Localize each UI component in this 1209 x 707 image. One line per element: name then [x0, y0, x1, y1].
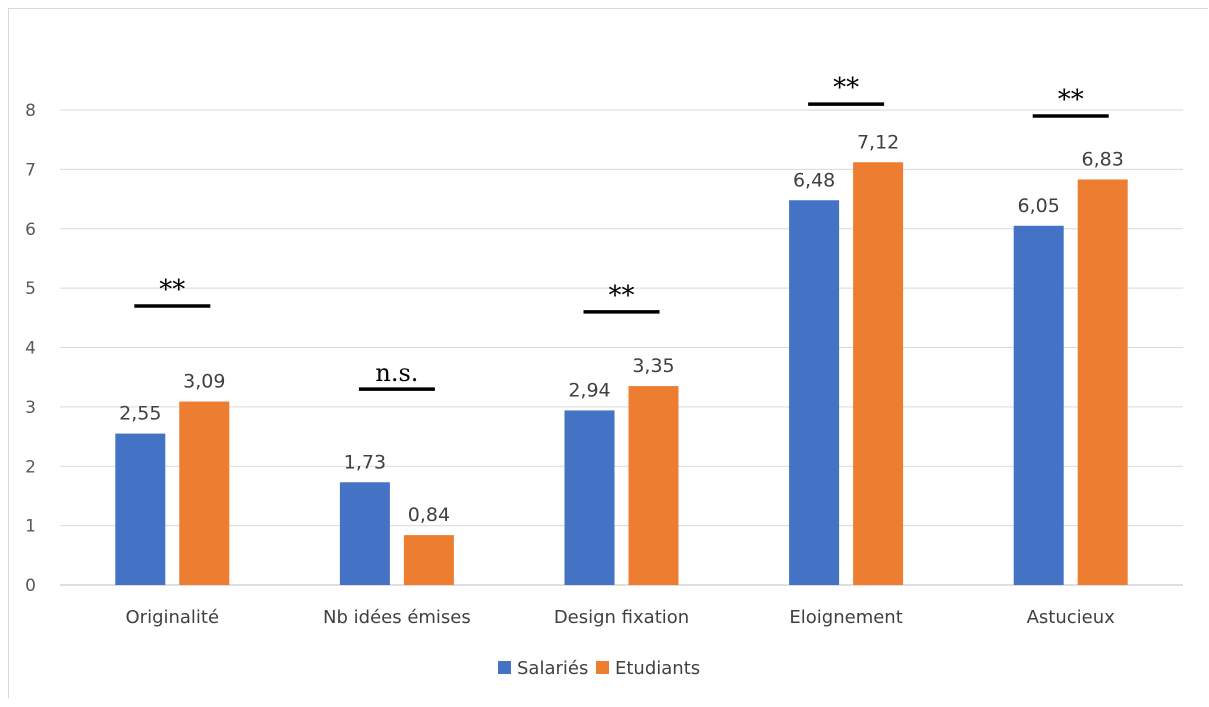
y-tick-label: 8 — [25, 101, 36, 121]
y-tick-label: 3 — [25, 398, 36, 418]
legend-swatch — [596, 661, 609, 674]
data-label: 3,35 — [632, 355, 674, 377]
y-tick-label: 5 — [25, 279, 36, 299]
data-label: 2,55 — [119, 403, 161, 425]
bar — [564, 410, 615, 585]
significance-label: ** — [1058, 85, 1084, 115]
data-label: 1,73 — [344, 451, 386, 473]
y-tick-label: 1 — [25, 517, 36, 537]
x-tick-label: Eloignement — [789, 607, 902, 628]
y-tick-label: 7 — [25, 160, 36, 180]
data-label: 0,84 — [408, 504, 450, 526]
y-tick-label: 2 — [25, 457, 36, 477]
bar — [789, 200, 840, 585]
bar — [628, 386, 679, 585]
significance-label: ** — [833, 73, 859, 103]
data-label: 2,94 — [568, 379, 610, 401]
y-tick-label: 4 — [25, 339, 36, 359]
data-label: 7,12 — [857, 131, 899, 153]
data-label: 6,83 — [1082, 148, 1124, 170]
data-label: 3,09 — [183, 371, 225, 393]
legend-label: Salariés — [517, 658, 588, 679]
bar — [115, 433, 166, 585]
x-tick-label: Nb idées émises — [323, 607, 471, 628]
bar — [403, 535, 454, 585]
significance-label: ** — [159, 275, 185, 305]
bar — [179, 401, 230, 585]
legend-swatch — [498, 661, 511, 674]
y-tick-label: 0 — [25, 576, 36, 596]
legend-label: Etudiants — [615, 658, 700, 679]
bar — [1013, 225, 1064, 585]
bar — [339, 482, 390, 585]
x-tick-label: Astucieux — [1027, 607, 1116, 628]
data-label: 6,05 — [1018, 195, 1060, 217]
chart-frame — [8, 8, 1208, 698]
significance-label: n.s. — [375, 359, 418, 387]
bar — [853, 162, 904, 585]
data-label: 6,48 — [793, 169, 835, 191]
y-tick-label: 6 — [25, 220, 36, 240]
x-tick-label: Design fixation — [554, 607, 689, 628]
x-tick-label: Originalité — [126, 607, 220, 628]
bar — [1077, 179, 1128, 585]
significance-label: ** — [609, 281, 635, 311]
